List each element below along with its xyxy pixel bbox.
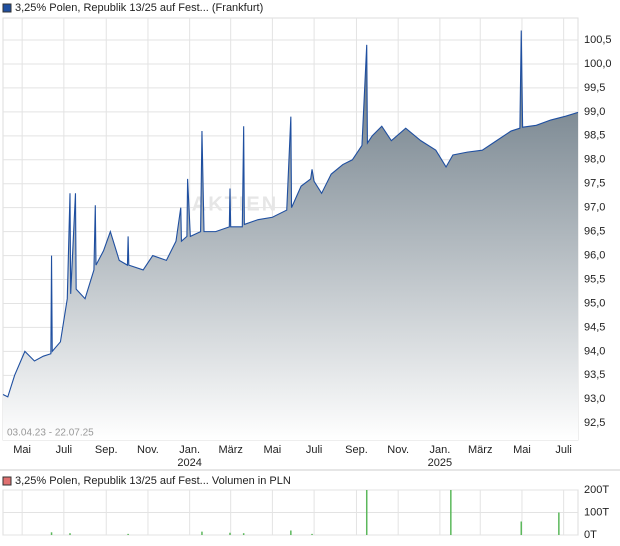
x-tick-label: Nov. bbox=[137, 444, 159, 456]
y-tick-label: 93,5 bbox=[584, 369, 605, 381]
y-tick-label: 92,5 bbox=[584, 417, 605, 429]
price-line bbox=[2, 30, 579, 398]
y-tick-label: 200T bbox=[584, 484, 609, 496]
y-tick-label: 98,0 bbox=[584, 154, 605, 166]
legend-swatch bbox=[2, 3, 12, 13]
volume-bar bbox=[242, 533, 245, 535]
y-tick-label: 98,5 bbox=[584, 130, 605, 142]
volume-bar bbox=[365, 490, 368, 535]
volume-bar bbox=[558, 512, 560, 535]
legend-swatch bbox=[2, 476, 12, 486]
y-tick-label: 100,0 bbox=[584, 58, 612, 70]
volume-bar bbox=[50, 532, 53, 535]
y-tick-label: 94,0 bbox=[584, 345, 605, 357]
x-tick-label: Sep. bbox=[95, 444, 118, 456]
y-tick-label: 99,5 bbox=[584, 82, 605, 94]
x-year-label: 2025 bbox=[428, 457, 452, 469]
y-tick-label: 93,0 bbox=[584, 393, 605, 405]
volume-title: 3,25% Polen, Republik 13/25 auf Fest... … bbox=[15, 475, 291, 487]
y-tick-label: 100T bbox=[584, 506, 609, 518]
date-range: 03.04.23 - 22.07.25 bbox=[7, 428, 94, 439]
y-tick-label: 96,0 bbox=[584, 249, 605, 261]
y-tick-label: 96,5 bbox=[584, 226, 605, 238]
y-tick-label: 99,0 bbox=[584, 106, 605, 118]
watermark: AKTIEN bbox=[192, 193, 278, 215]
y-tick-label: 97,5 bbox=[584, 178, 605, 190]
x-tick-label: Mai bbox=[264, 444, 282, 456]
x-tick-label: Juli bbox=[306, 444, 323, 456]
x-tick-label: März bbox=[218, 444, 242, 456]
volume-bar bbox=[229, 532, 231, 535]
volume-bar bbox=[69, 533, 71, 535]
volume-bar bbox=[290, 530, 292, 535]
volume-bar bbox=[311, 533, 313, 535]
x-tick-label: Mai bbox=[513, 444, 531, 456]
y-tick-label: 0T bbox=[584, 529, 597, 541]
x-tick-label: Jan. bbox=[429, 444, 450, 456]
area bbox=[3, 30, 578, 440]
x-tick-label: Sep. bbox=[345, 444, 368, 456]
chart-title: 3,25% Polen, Republik 13/25 auf Fest... … bbox=[15, 2, 263, 14]
x-tick-label: Juli bbox=[555, 444, 572, 456]
volume-bar bbox=[127, 533, 129, 535]
x-tick-label: März bbox=[468, 444, 492, 456]
y-tick-label: 95,0 bbox=[584, 297, 605, 309]
volume-bar bbox=[201, 531, 203, 535]
y-tick-label: 100,5 bbox=[584, 34, 612, 46]
volume-bar bbox=[520, 521, 523, 535]
y-tick-label: 94,5 bbox=[584, 321, 605, 333]
y-tick-label: 97,0 bbox=[584, 202, 605, 214]
y-tick-label: 95,5 bbox=[584, 273, 605, 285]
x-tick-label: Juli bbox=[56, 444, 73, 456]
x-tick-label: Jan. bbox=[179, 444, 200, 456]
x-tick-label: Nov. bbox=[387, 444, 409, 456]
x-tick-label: Mai bbox=[13, 444, 31, 456]
volume-bar bbox=[450, 490, 452, 535]
x-year-label: 2024 bbox=[177, 457, 201, 469]
